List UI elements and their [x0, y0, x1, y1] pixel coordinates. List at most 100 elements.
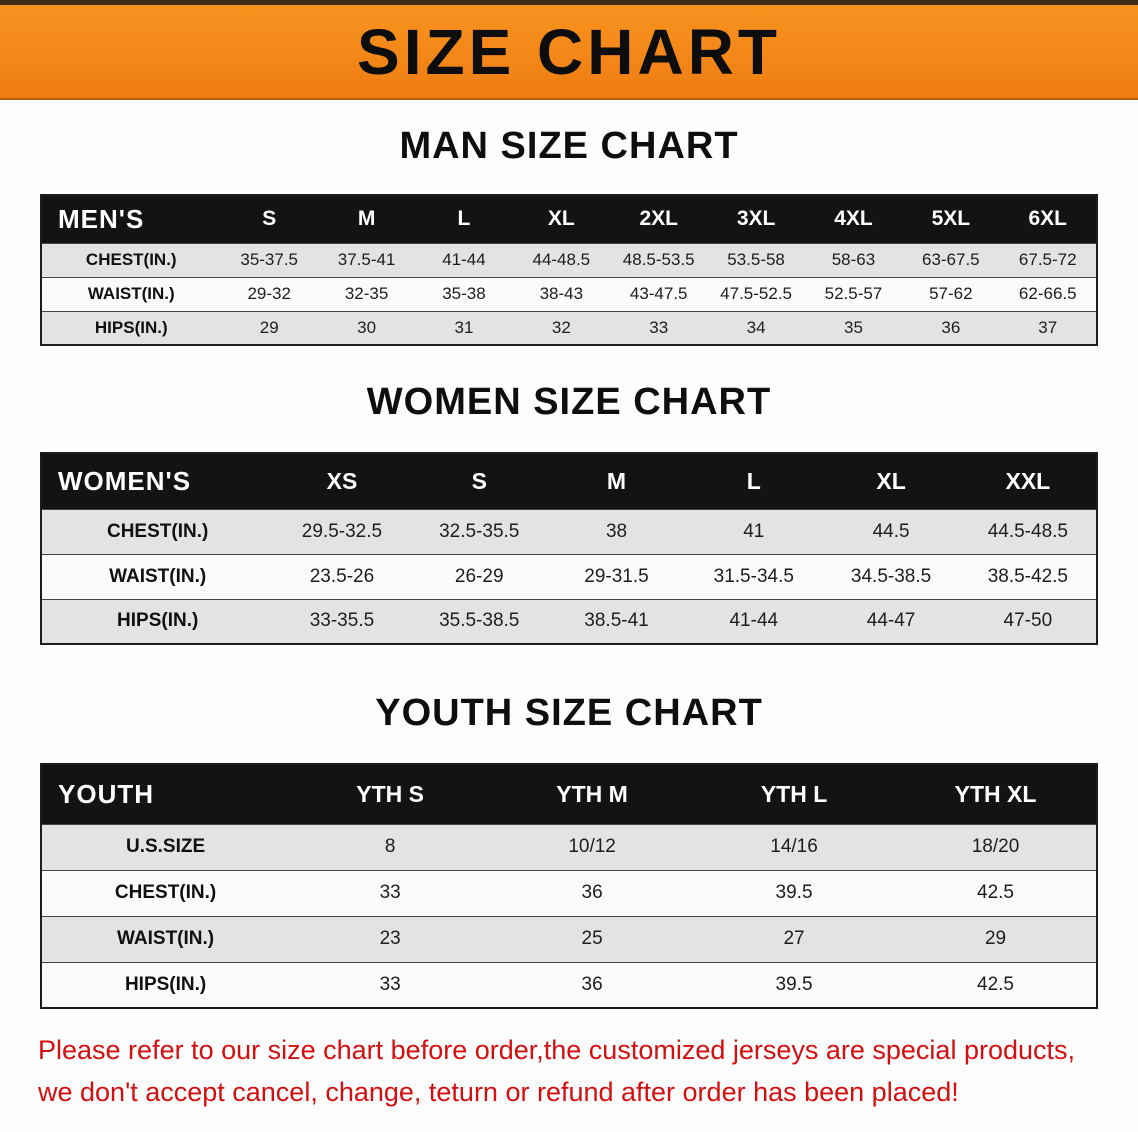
row-label-cell: WAIST(IN.) — [109, 565, 207, 587]
row-label-cell: U.S.SIZE — [125, 836, 206, 857]
size-value-cell: 14/16 — [770, 836, 818, 857]
womens-size-table: WOMEN'S XS S M L XL XXL CHEST(IN.) 29.5-32.5 32.5… — [40, 452, 1098, 645]
size-value-cell: 41 — [743, 520, 765, 542]
size-value-cell: 43-47.5 — [629, 284, 688, 303]
size-header-cell: M — [547, 453, 686, 509]
size-value-cell: 39.5 — [775, 882, 813, 903]
table-row: HIPS(IN.) 33 36 39.5 42.5 — [41, 962, 1097, 1008]
size-value-cell: 57-62 — [929, 284, 973, 303]
row-label-cell: HIPS(IN.) — [117, 610, 199, 632]
disclaimer-line-2: we don't accept cancel, change, teturn o… — [38, 1077, 959, 1107]
size-value-cell: 34 — [746, 317, 766, 337]
size-value-cell: 34.5-38.5 — [850, 565, 932, 587]
size-value-cell: 29 — [984, 928, 1007, 949]
size-header-cell: YTH M — [491, 764, 694, 824]
size-value-cell: 35-38 — [442, 284, 486, 303]
size-value-cell: 31 — [454, 317, 474, 337]
size-value-cell: 26-29 — [454, 565, 504, 587]
row-label-cell: CHEST(IN.) — [114, 882, 217, 903]
size-header-cell: L — [685, 453, 823, 509]
size-header-cell: L — [415, 195, 513, 243]
size-value-cell: 23 — [379, 928, 401, 949]
size-header-cell: 6XL — [999, 195, 1097, 243]
size-header-cell: 5XL — [902, 195, 1000, 243]
size-value-cell: 44.5 — [872, 520, 910, 542]
row-label-cell: CHEST(IN.) — [85, 250, 177, 269]
table-row: U.S.SIZE 8 10/12 14/16 18/20 — [41, 824, 1097, 870]
size-value-cell: 29-31.5 — [584, 565, 649, 587]
size-value-cell: 39.5 — [775, 973, 813, 995]
women-section-heading: WOMEN SIZE CHART — [366, 381, 772, 423]
size-value-cell: 44-47 — [866, 610, 916, 632]
table-row: CHEST(IN.) 33 36 39.5 42.5 — [41, 870, 1097, 916]
size-value-cell: 10/12 — [568, 836, 616, 857]
row-label-cell: HIPS(IN.) — [124, 973, 207, 995]
size-header-cell: YTH S — [289, 764, 492, 824]
row-label-cell: HIPS(IN.) — [94, 317, 168, 337]
size-value-cell: 47-50 — [1003, 610, 1053, 632]
youth-size-table: YOUTH YTH S YTH M YTH L YTH XL U.S.SIZE 8 10/12… — [40, 763, 1098, 1009]
size-header-cell: XL — [822, 453, 960, 509]
size-value-cell: 32.5-35.5 — [439, 520, 520, 542]
size-value-cell: 27 — [783, 928, 805, 949]
size-value-cell: 41-44 — [442, 250, 486, 269]
man-section-heading: MAN SIZE CHART — [399, 125, 739, 167]
disclaimer-line-1: Please refer to our size chart before or… — [38, 1035, 1076, 1065]
size-header-cell: S — [220, 195, 318, 243]
size-value-cell: 67.5-72 — [1018, 250, 1077, 269]
size-value-cell: 33 — [379, 882, 401, 903]
size-header-cell: YTH XL — [895, 764, 1097, 824]
size-value-cell: 38.5-41 — [584, 610, 649, 632]
size-value-cell: 32-35 — [344, 284, 389, 303]
size-value-cell: 36 — [581, 973, 603, 995]
size-value-cell: 33 — [379, 973, 401, 995]
banner-title: SIZE CHART — [357, 15, 781, 88]
size-value-cell: 32 — [551, 317, 571, 337]
youth-size-chart-section: YOUTH SIZE CHART YOUTH YTH S YTH M YTH L YTH… — [0, 691, 1138, 1009]
size-value-cell: 35.5-38.5 — [439, 610, 520, 632]
size-value-cell: 63-67.5 — [921, 250, 980, 269]
size-value-cell: 42.5 — [977, 882, 1014, 903]
row-label-cell: WAIST(IN.) — [117, 928, 215, 949]
size-value-cell: 37 — [1038, 317, 1058, 337]
size-value-cell: 44.5-48.5 — [987, 520, 1068, 542]
table-header-row: WOMEN'S XS S M L XL XXL — [41, 453, 1097, 509]
size-header-cell: XXL — [959, 453, 1097, 509]
women-size-chart-section: WOMEN SIZE CHART WOMEN'S XS S M L XL XXL CHEST(… — [0, 380, 1138, 645]
size-value-cell: 25 — [581, 928, 603, 949]
size-header-cell: S — [410, 453, 548, 509]
size-header-cell: YTH L — [693, 764, 896, 824]
table-row: WAIST(IN.) 23 25 27 29 — [41, 916, 1097, 962]
size-value-cell: 44-48.5 — [532, 250, 591, 269]
size-value-cell: 47.5-52.5 — [720, 284, 792, 303]
size-value-cell: 38 — [605, 520, 628, 542]
size-value-cell: 36 — [581, 882, 603, 903]
row-label-cell: WAIST(IN.) — [87, 284, 175, 303]
table-title-cell: WOMEN'S — [41, 453, 274, 509]
size-value-cell: 42.5 — [977, 973, 1014, 995]
mens-size-table: MEN'S S M L XL 2XL 3XL 4XL 5XL 6XL CHEST(IN.) 35-37… — [40, 194, 1098, 346]
size-value-cell: 30 — [357, 317, 377, 337]
table-title-cell: MEN'S — [41, 195, 221, 243]
size-value-cell: 35 — [843, 317, 863, 337]
size-value-cell: 38.5-42.5 — [987, 565, 1068, 587]
row-label-cell: CHEST(IN.) — [106, 520, 209, 542]
size-value-cell: 48.5-53.5 — [622, 250, 695, 269]
table-row: WAIST(IN.) 29-32 32-35 35-38 38-43 43-47.5 47.… — [41, 277, 1097, 311]
size-value-cell: 62-66.5 — [1018, 284, 1077, 303]
size-value-cell: 53.5-58 — [727, 250, 785, 269]
size-value-cell: 58-63 — [831, 250, 876, 269]
table-header-row: YOUTH YTH S YTH M YTH L YTH XL — [41, 764, 1097, 824]
size-value-cell: 35-37.5 — [240, 250, 299, 269]
size-value-cell: 33 — [649, 317, 669, 337]
table-row: HIPS(IN.) 29 30 31 32 33 34 35 36 37 — [41, 311, 1097, 345]
size-value-cell: 18/20 — [971, 836, 1020, 857]
size-value-cell: 52.5-57 — [824, 284, 883, 303]
table-row: CHEST(IN.) 35-37.5 37.5-41 41-44 44-48.5 48.5… — [41, 243, 1097, 277]
size-header-cell: XS — [273, 453, 411, 509]
size-value-cell: 29.5-32.5 — [301, 520, 383, 542]
size-value-cell: 36 — [941, 317, 961, 337]
size-value-cell: 33-35.5 — [309, 610, 375, 632]
table-row: HIPS(IN.) 33-35.5 35.5-38.5 38.5-41 41-44 44-… — [41, 599, 1097, 644]
